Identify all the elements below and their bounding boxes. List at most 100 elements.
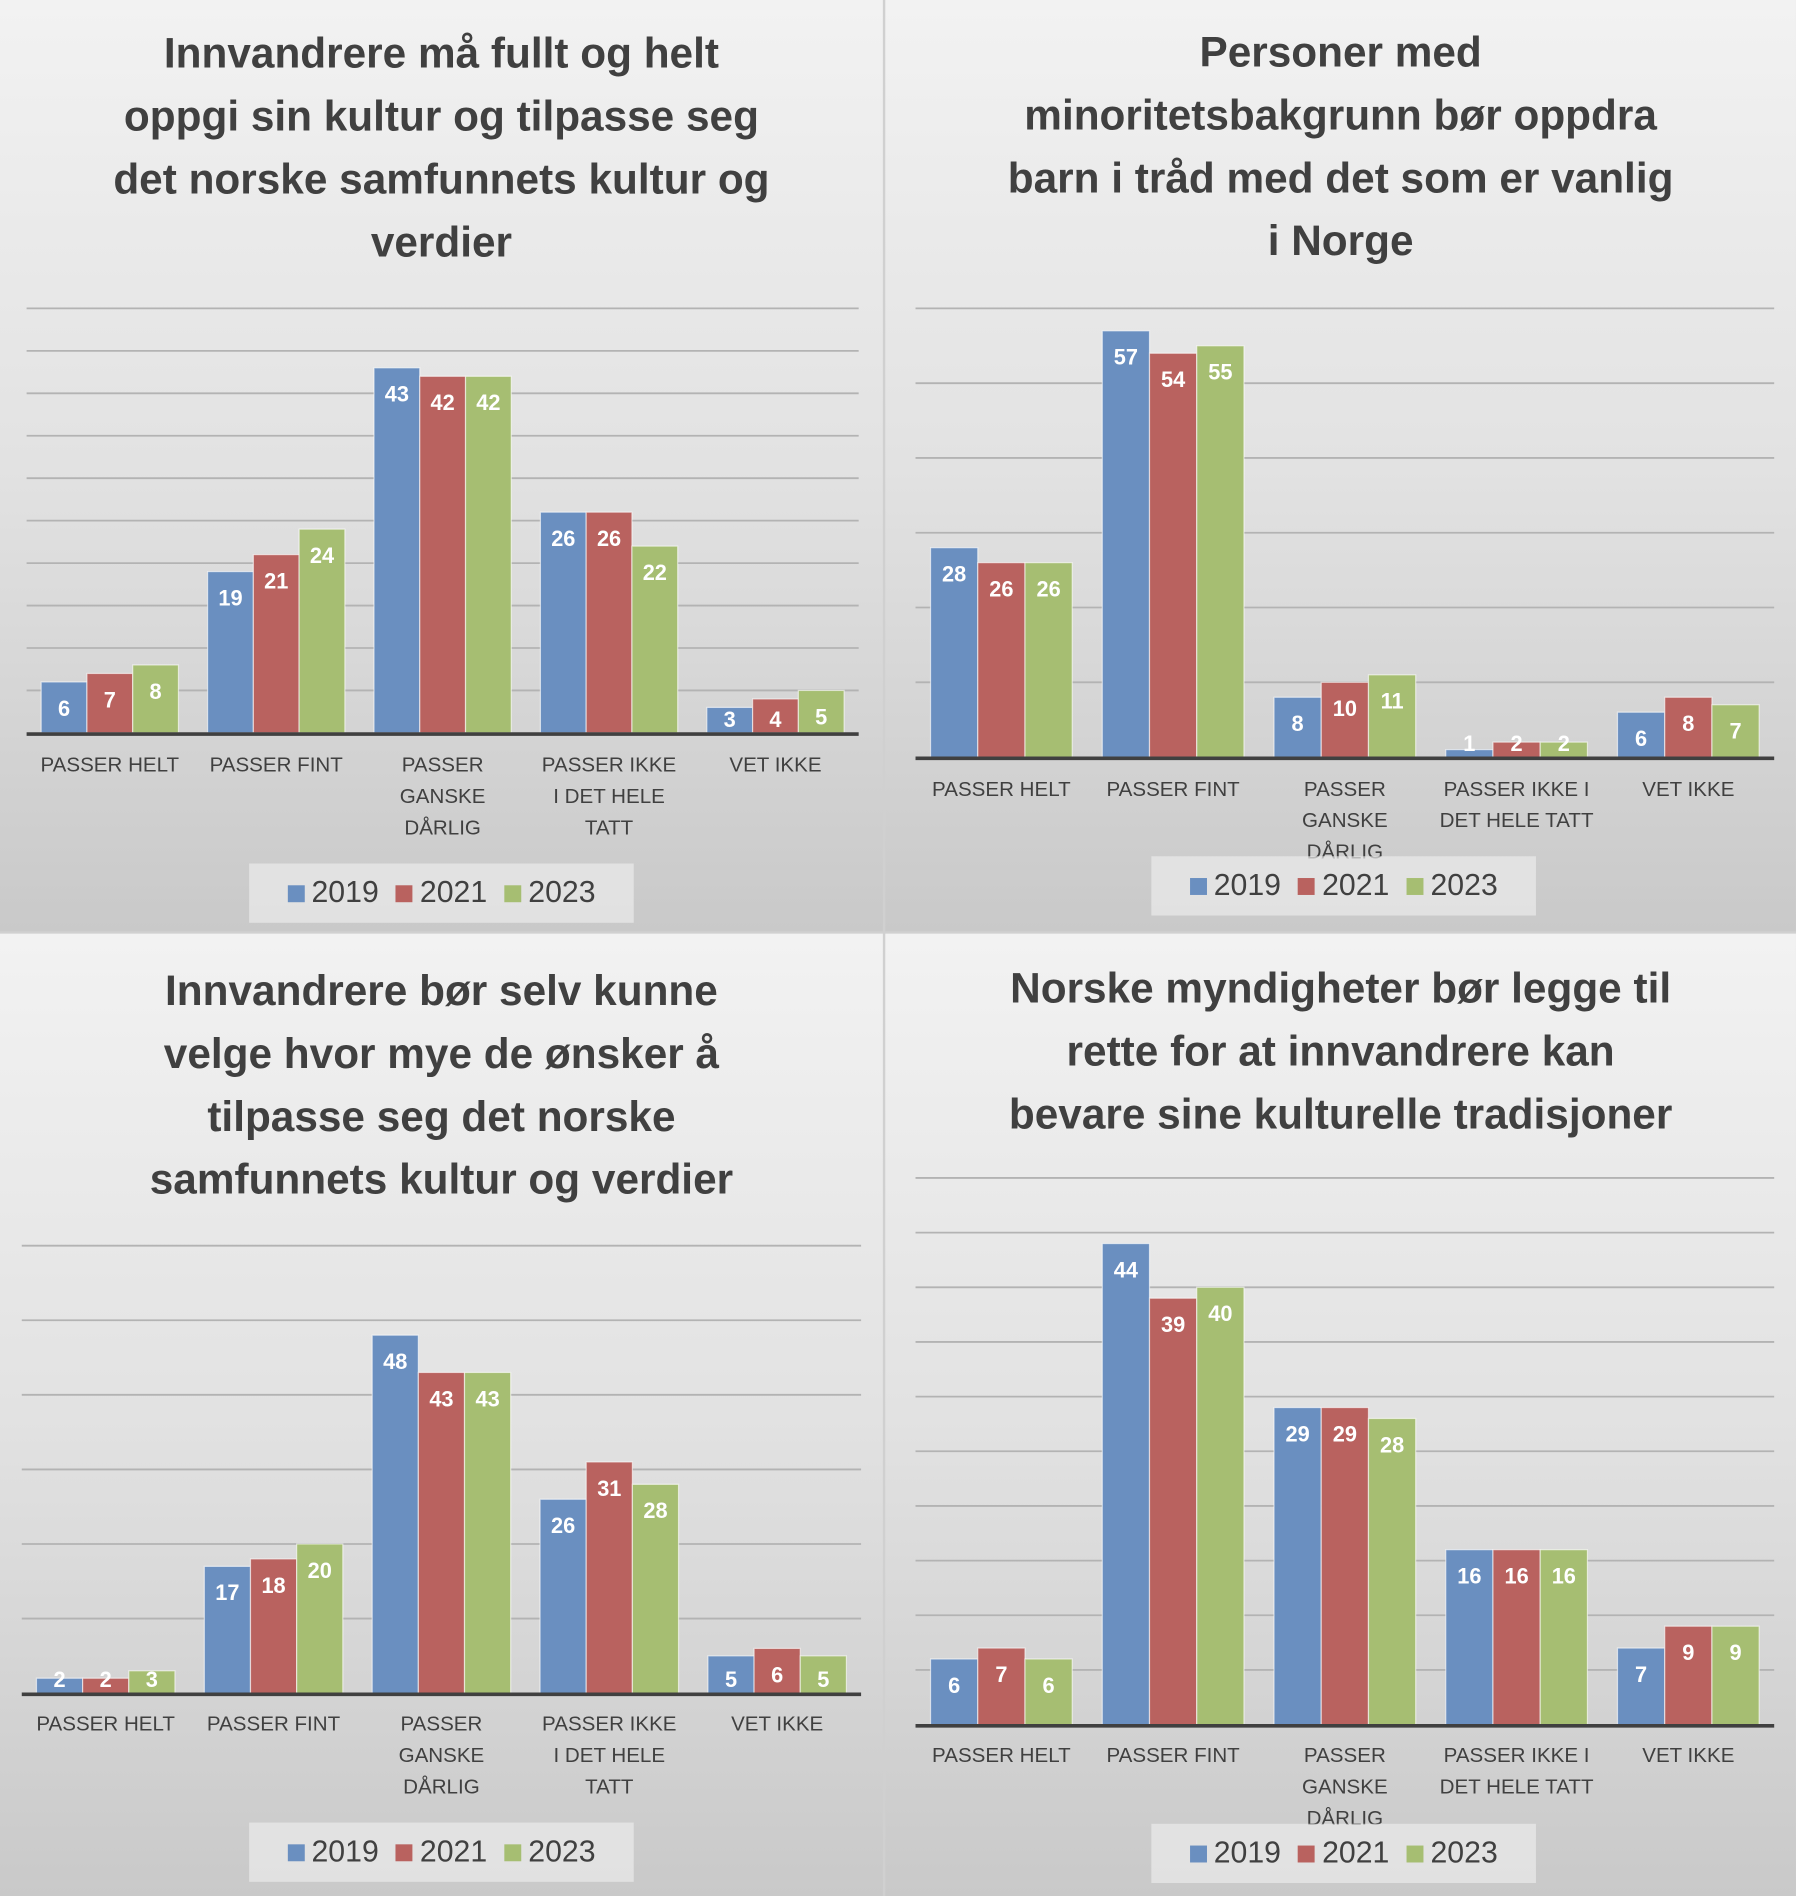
category-label: PASSER IKKE I DET HELE TATT	[541, 753, 677, 840]
chart-title-line: Personer med	[1199, 29, 1482, 77]
data-label: 21	[264, 568, 288, 593]
bar-2019	[371, 1334, 419, 1694]
legend-swatch	[287, 1843, 305, 1861]
bar-2023	[1196, 1286, 1245, 1726]
legend-label: 2021	[419, 875, 488, 910]
bar-2023	[1367, 1417, 1417, 1726]
legend-item: 2019	[287, 1834, 379, 1870]
category-label: VET IKKE	[729, 753, 822, 777]
data-label: 26	[597, 526, 621, 551]
data-label: 5	[817, 1667, 829, 1692]
chart-title: Innvandrere må fullt og helt oppgi sin ku…	[0, 23, 883, 275]
legend-swatch	[395, 884, 413, 902]
bar-2021	[1320, 681, 1370, 758]
chart-title-line: i Norge	[1267, 217, 1414, 265]
chart-title-line: velge hvor mye de ønsker å	[163, 1030, 720, 1078]
legend-item: 2019	[287, 875, 379, 911]
bar-2019	[1616, 711, 1666, 758]
chart-title-line: Innvandrere bør selv kunne	[165, 967, 718, 1015]
bar-2019	[1273, 1406, 1322, 1726]
category-label: PASSER HELT	[932, 1743, 1071, 1767]
data-label: 6	[1635, 726, 1647, 751]
bar-2019	[1101, 1242, 1151, 1726]
chart-title: Innvandrere bør selv kunne velge hvor mye…	[0, 960, 883, 1212]
bar-2019	[1101, 330, 1151, 758]
data-label: 48	[383, 1349, 407, 1374]
bar-chart: 6 19 43 26 3 7 21 42 26 4 8 24 42 22 5	[26, 307, 859, 736]
chart-panel: Innvandrere bør selv kunne velge hvor mye…	[0, 933, 883, 1896]
bar-2021	[585, 511, 633, 734]
data-label: 10	[1333, 696, 1357, 721]
legend-swatch	[1406, 1844, 1424, 1862]
legend-swatch	[504, 884, 522, 902]
data-label: 16	[1504, 1564, 1528, 1589]
chart-title-line: minoritetsbakgrunn bør oppdra	[1024, 91, 1657, 140]
legend-swatch	[287, 884, 305, 902]
bar-2021	[249, 1558, 298, 1694]
data-label: 29	[1286, 1421, 1310, 1446]
bar-2023	[464, 375, 512, 734]
legend-label: 2019	[311, 875, 379, 910]
category-label: PASSER HELT	[932, 777, 1071, 801]
chart-title: Personer med minoritetsbakgrunn bør oppdr…	[885, 22, 1796, 274]
category-label: PASSER FINT	[206, 1712, 341, 1736]
legend-label: 2019	[311, 1834, 379, 1869]
bar-2023	[296, 1543, 344, 1694]
legend-item: 2023	[1406, 868, 1498, 903]
data-label: 2	[1511, 731, 1523, 756]
chart-title: Norske myndigheter bør legge til rette fo…	[885, 958, 1796, 1147]
category-label: PASSER IKKE I DET HELE TATT	[542, 1712, 677, 1799]
bar-2023	[631, 545, 679, 734]
data-label: 26	[989, 577, 1013, 602]
bar-2021	[417, 1371, 466, 1694]
data-label: 26	[1037, 577, 1061, 602]
chart-title-line: barn i tråd med det som er vanlig	[1007, 154, 1674, 202]
bar-2021	[1320, 1406, 1370, 1726]
chart-title-line: det norske samfunnets kultur og	[113, 156, 770, 204]
legend-label: 2021	[1322, 1835, 1390, 1870]
data-label: 17	[215, 1580, 239, 1605]
chart-title-line: samfunnets kultur og verdier	[149, 1156, 734, 1204]
legend-swatch	[504, 1843, 522, 1861]
bar-2023	[799, 1655, 848, 1694]
bar-2023	[1024, 1658, 1073, 1726]
data-label: 26	[551, 526, 575, 551]
bar-2021	[1148, 352, 1198, 758]
category-label: PASSER IKKE I DET HELE TATT	[1439, 1743, 1594, 1799]
category-label: PASSER HELT	[36, 1712, 176, 1736]
legend: 2019 2021 2023	[1151, 1823, 1536, 1884]
chart-title-line: verdier	[370, 218, 513, 267]
legend-swatch	[1297, 1844, 1315, 1862]
legend-item: 2023	[504, 876, 596, 911]
category-label: VET IKKE	[1642, 1743, 1735, 1767]
legend-item: 2023	[504, 1835, 596, 1870]
bar-2019	[203, 1565, 252, 1694]
data-label: 54	[1161, 367, 1185, 392]
bar-2019	[929, 1658, 979, 1726]
legend-item: 2021	[395, 1834, 488, 1870]
data-label: 44	[1114, 1257, 1138, 1282]
data-label: 24	[310, 543, 334, 568]
bar-2023	[1024, 562, 1073, 758]
data-label: 42	[476, 390, 500, 415]
category-label: PASSER FINT	[1106, 1743, 1240, 1767]
data-label: 43	[429, 1386, 453, 1411]
bar-2023	[1196, 345, 1245, 758]
data-label: 3	[146, 1667, 158, 1692]
data-label: 8	[1682, 711, 1694, 736]
legend-label: 2021	[419, 1834, 488, 1869]
data-label: 43	[385, 382, 409, 407]
bar-2023	[132, 664, 180, 734]
bar-2021	[419, 375, 467, 734]
bar-2019	[707, 1655, 755, 1694]
category-label: PASSER FINT	[1106, 777, 1240, 801]
category-label: PASSER GANSKE DÅRLIG	[1301, 1743, 1388, 1830]
data-label: 1	[1463, 731, 1475, 756]
data-label: 2	[100, 1667, 112, 1692]
legend-label: 2023	[1430, 868, 1498, 903]
data-label: 6	[58, 696, 70, 721]
category-label: VET IKKE	[1642, 777, 1735, 801]
legend-swatch	[395, 1843, 413, 1861]
